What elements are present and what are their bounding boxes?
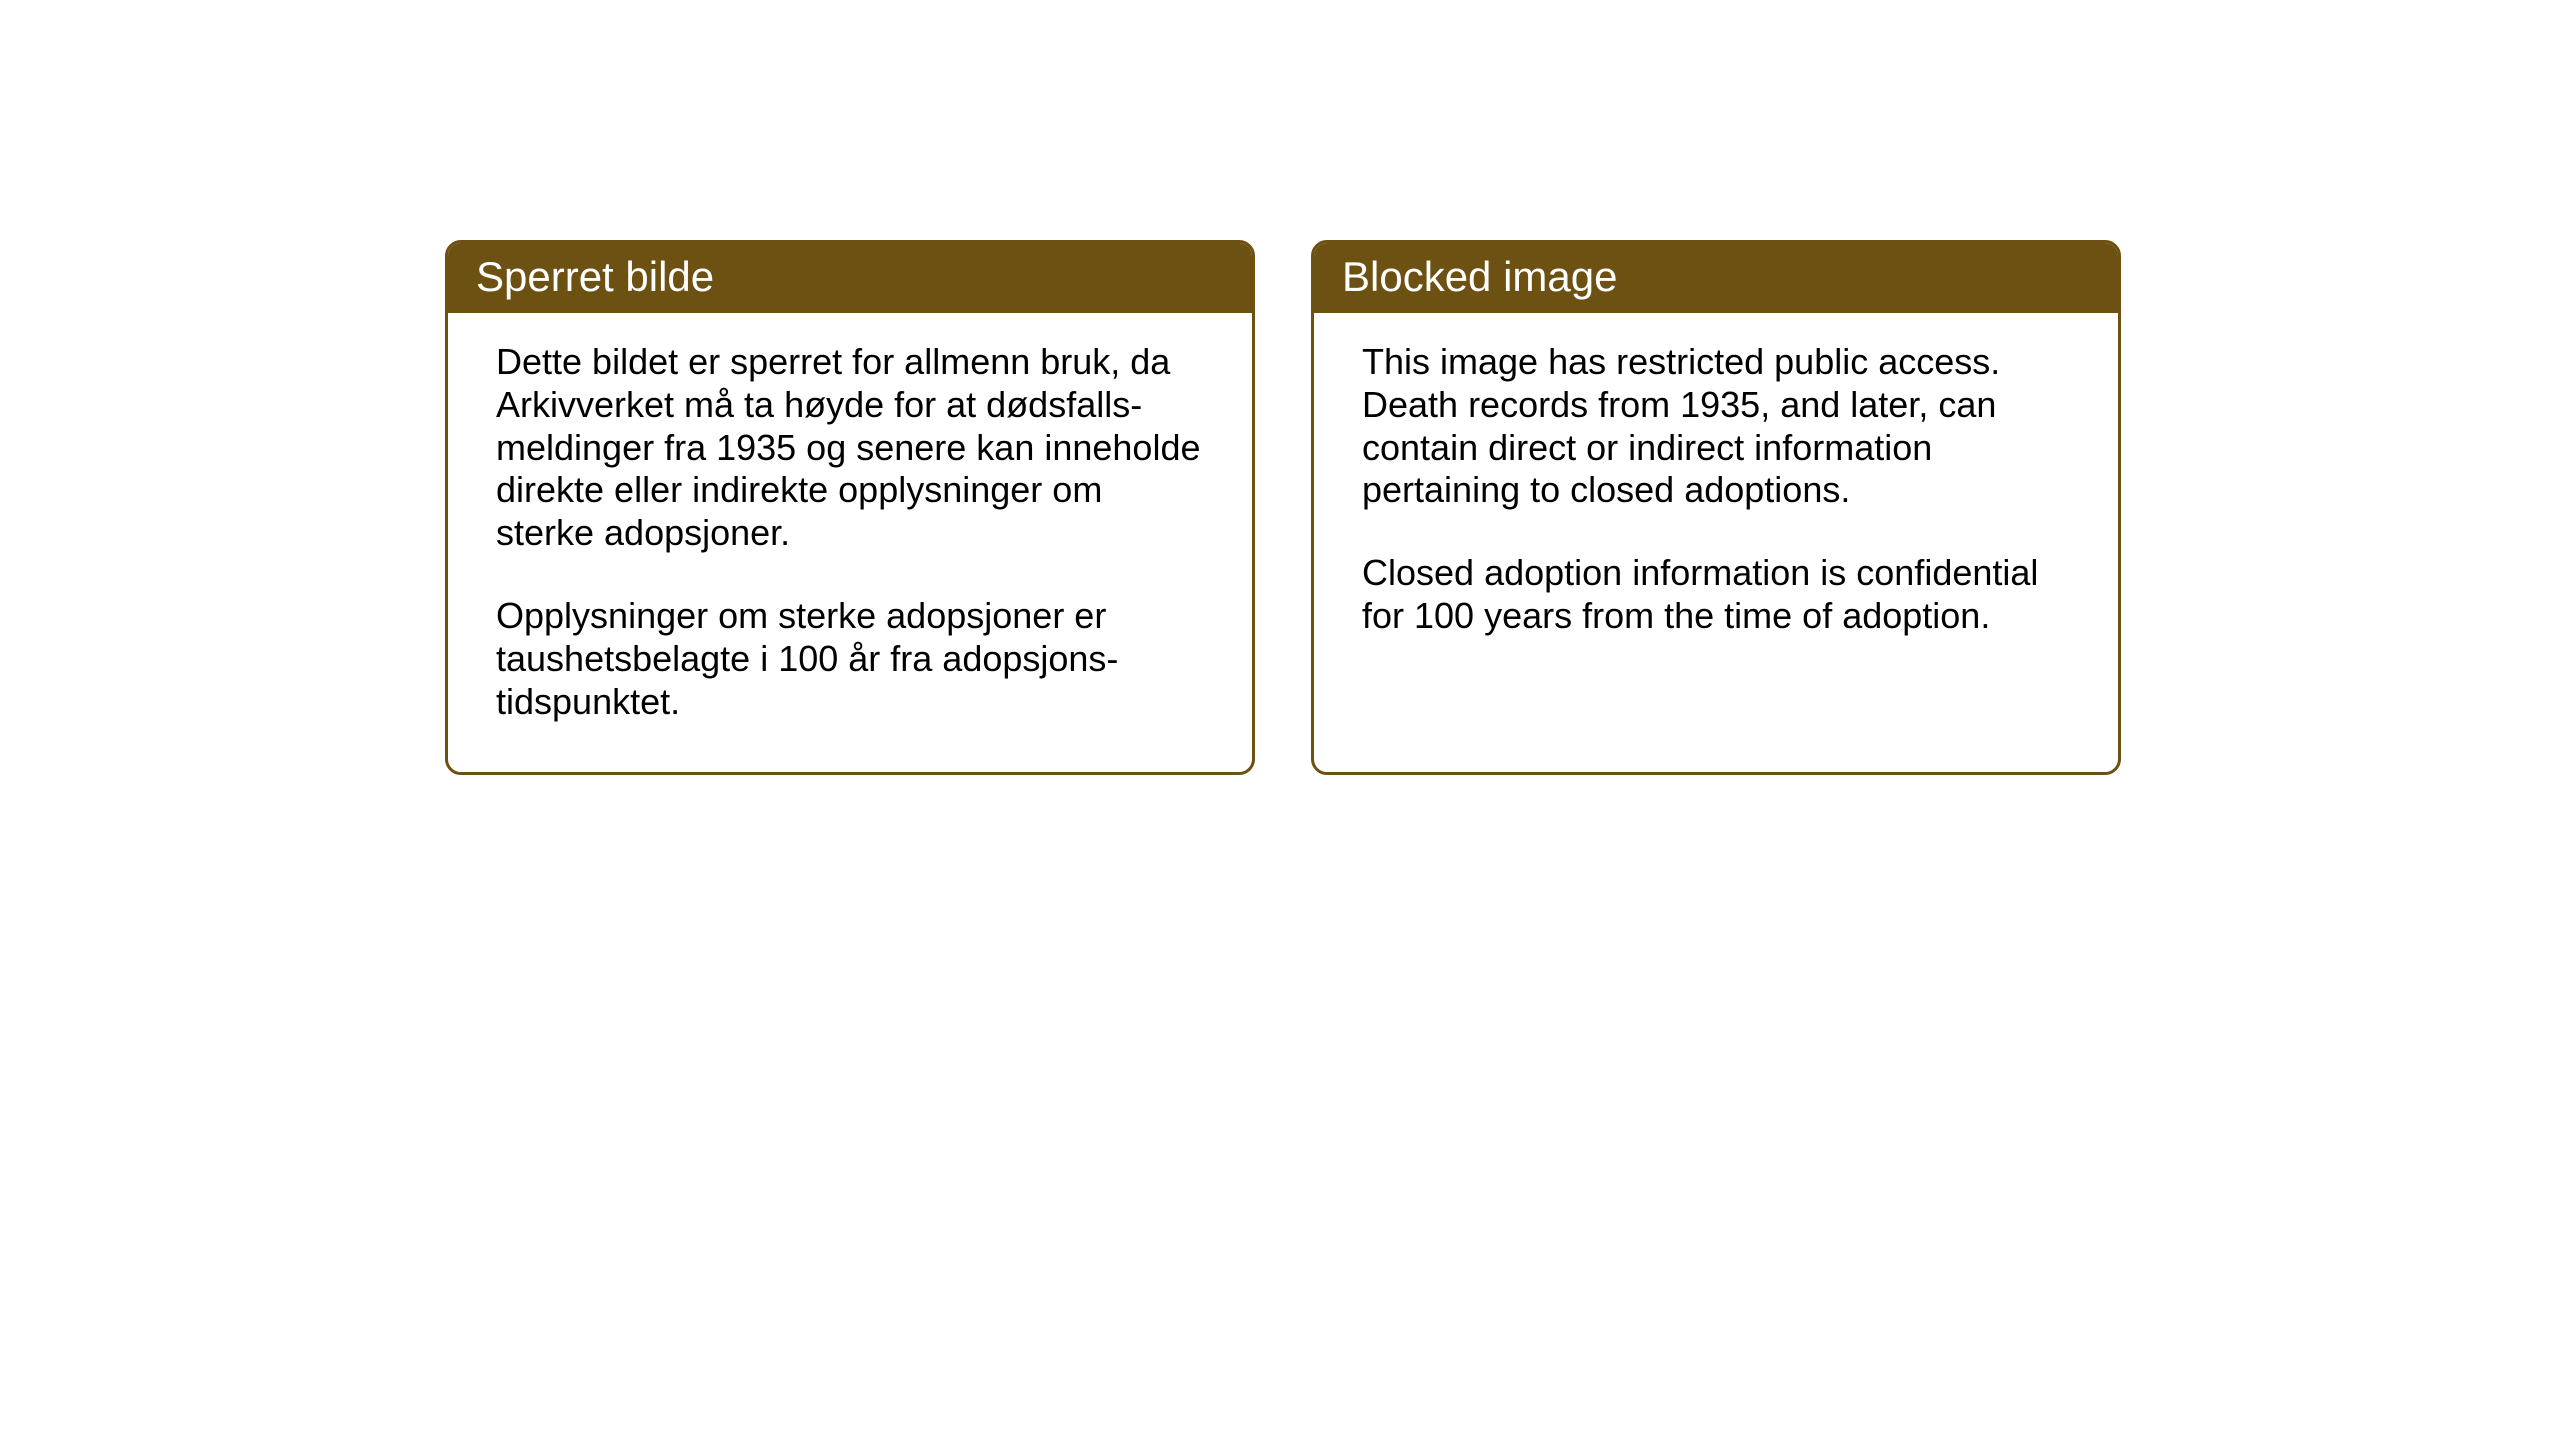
english-paragraph-1: This image has restricted public access.… (1362, 341, 2076, 512)
norwegian-info-card: Sperret bilde Dette bildet er sperret fo… (445, 240, 1255, 775)
norwegian-card-body: Dette bildet er sperret for allmenn bruk… (448, 313, 1252, 772)
english-paragraph-2: Closed adoption information is confident… (1362, 552, 2076, 638)
english-card-title: Blocked image (1314, 243, 2118, 313)
info-cards-container: Sperret bilde Dette bildet er sperret fo… (445, 240, 2121, 775)
norwegian-paragraph-1: Dette bildet er sperret for allmenn bruk… (496, 341, 1210, 555)
english-card-body: This image has restricted public access.… (1314, 313, 2118, 686)
norwegian-card-title: Sperret bilde (448, 243, 1252, 313)
english-info-card: Blocked image This image has restricted … (1311, 240, 2121, 775)
norwegian-paragraph-2: Opplysninger om sterke adopsjoner er tau… (496, 595, 1210, 723)
